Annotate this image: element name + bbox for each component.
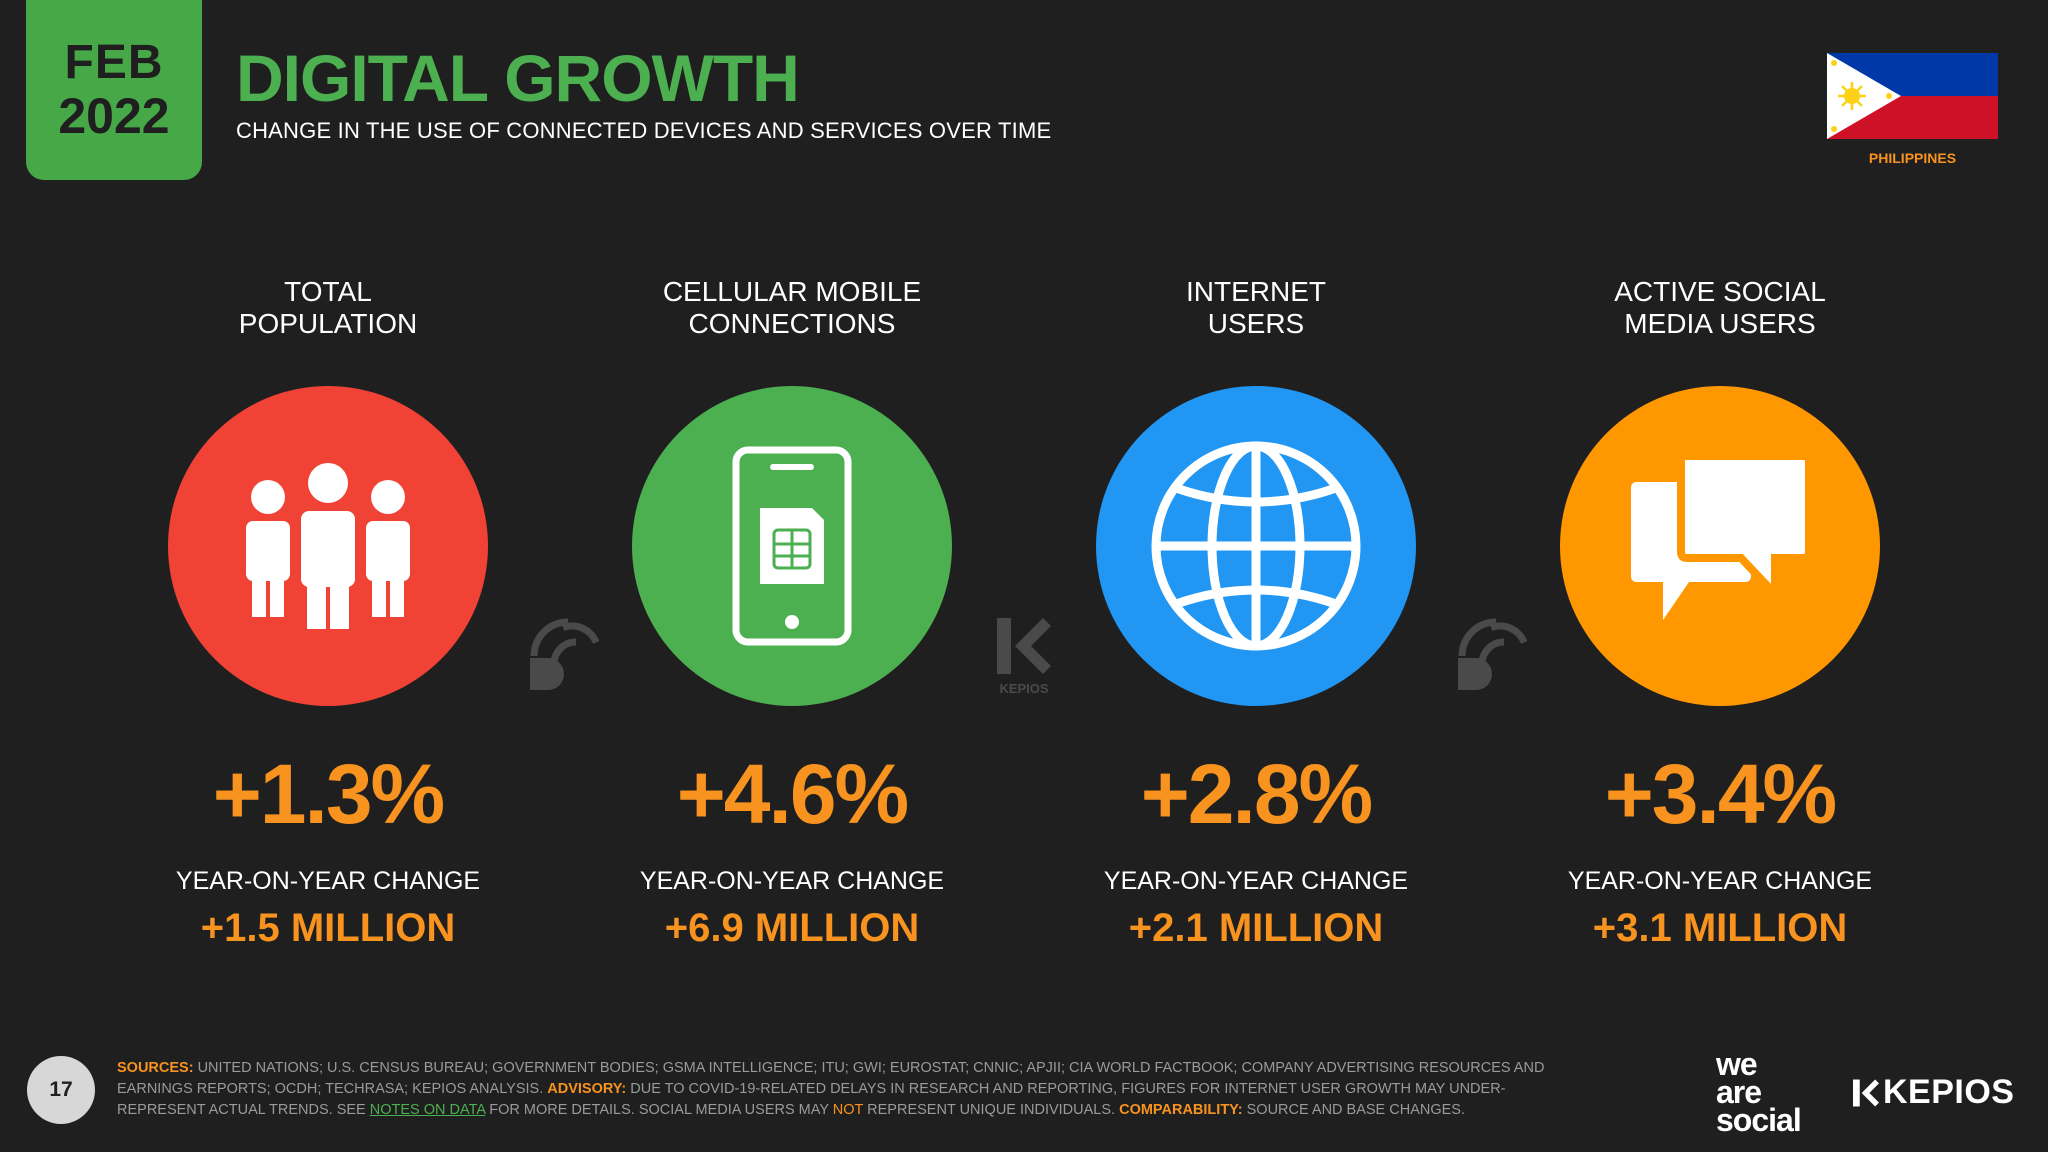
kepios-watermark-label: KEPIOS: [999, 681, 1049, 696]
kepios-logo-text: KEPIOS: [1883, 1073, 2015, 1111]
logo-line1: we: [1716, 1046, 1758, 1082]
stat-icon-circle: [1096, 386, 1416, 706]
advisory-text: DUE TO COVID-19-RELATED DELAYS IN RESEAR…: [117, 1081, 1506, 1118]
page-title: DIGITAL GROWTH: [236, 41, 800, 115]
stat-label-line1: TOTAL: [284, 276, 372, 307]
people-icon: [246, 463, 410, 629]
stat-label-line1: ACTIVE SOCIAL: [1614, 276, 1826, 307]
not-word: NOT: [832, 1102, 864, 1118]
page-subtitle: CHANGE IN THE USE OF CONNECTED DEVICES A…: [236, 118, 1052, 143]
chat-bubbles-icon: [1631, 456, 1813, 620]
stat-icon-circle: [632, 386, 952, 706]
stat-icon-circle: [1560, 386, 1880, 706]
stat-label-line2: CONNECTIONS: [688, 308, 896, 339]
date-year: 2022: [58, 88, 170, 144]
advisory-label: ADVISORY:: [547, 1081, 627, 1097]
stat-yoy-label: YEAR-ON-YEAR CHANGE: [639, 867, 945, 895]
stat-cellular-mobile: CELLULAR MOBILE CONNECTIONS +4.6% YEAR-O…: [612, 270, 972, 951]
stat-absolute: +1.5 MILLION: [200, 906, 456, 950]
stat-percent: +2.8%: [1140, 747, 1374, 841]
globe-icon: [1151, 441, 1361, 651]
stat-label-line2: POPULATION: [238, 308, 418, 339]
stat-absolute: +3.1 MILLION: [1592, 906, 1848, 950]
advisory-text-3: REPRESENT UNIQUE INDIVIDUALS.: [863, 1102, 1120, 1118]
stat-label-line2: MEDIA USERS: [1624, 308, 1816, 339]
stat-total-population: TOTAL POPULATION +1.3% YEAR-ON-YEAR CHAN…: [148, 270, 508, 951]
stat-label: TOTAL POPULATION: [148, 270, 508, 340]
stat-internet-users: INTERNET USERS +2.8% YEAR-ON-YEAR CHANGE…: [1076, 270, 1436, 951]
stat-social-media-users: ACTIVE SOCIAL MEDIA USERS +3.4% YEAR-ON-…: [1540, 270, 1900, 951]
page-number: 17: [27, 1056, 95, 1124]
stat-label-line2: USERS: [1207, 308, 1305, 339]
datareportal-watermark-icon: [530, 618, 602, 690]
stat-label-line1: INTERNET: [1186, 276, 1326, 307]
comparability-text: SOURCE AND BASE CHANGES.: [1242, 1102, 1465, 1118]
logo-line3: social: [1716, 1102, 1802, 1138]
stat-label: ACTIVE SOCIAL MEDIA USERS: [1540, 270, 1900, 340]
notes-on-data-link[interactable]: NOTES ON DATA: [369, 1102, 486, 1118]
comparability-label: COMPARABILITY:: [1119, 1102, 1243, 1118]
stat-icon-circle: [168, 386, 488, 706]
stat-label-line1: CELLULAR MOBILE: [662, 276, 922, 307]
stat-absolute: +2.1 MILLION: [1128, 906, 1384, 950]
kepios-logo: KEPIOS: [1853, 1073, 2014, 1112]
stat-percent: +1.3%: [212, 747, 446, 841]
kepios-logo-icon: [1853, 1079, 1879, 1106]
datareportal-watermark-icon: [1458, 618, 1530, 690]
stat-percent: +3.4%: [1604, 747, 1838, 841]
date-badge: FEB 2022: [26, 0, 202, 180]
advisory-text-2: FOR MORE DETAILS. SOCIAL MEDIA USERS MAY: [485, 1102, 833, 1118]
stat-label: CELLULAR MOBILE CONNECTIONS: [612, 270, 972, 340]
sources-label: SOURCES:: [117, 1060, 194, 1076]
stat-label: INTERNET USERS: [1076, 270, 1436, 340]
kepios-watermark: KEPIOS: [994, 618, 1054, 696]
stat-absolute: +6.9 MILLION: [664, 906, 920, 950]
stat-percent: +4.6%: [676, 747, 910, 841]
we-are-social-logo: we are social: [1716, 1046, 1802, 1138]
stat-yoy-label: YEAR-ON-YEAR CHANGE: [1567, 867, 1873, 895]
sources-text: UNITED NATIONS; U.S. CENSUS BUREAU; GOVE…: [117, 1060, 1545, 1097]
stat-yoy-label: YEAR-ON-YEAR CHANGE: [1103, 867, 1409, 895]
logo-line2: are: [1716, 1074, 1762, 1110]
country-label: PHILIPPINES: [1868, 150, 1957, 166]
date-month: FEB: [64, 36, 164, 89]
footnote: SOURCES: UNITED NATIONS; U.S. CENSUS BUR…: [117, 1058, 1567, 1121]
mobile-sim-icon: [732, 446, 852, 646]
philippines-flag-icon: [1827, 53, 1998, 139]
stat-yoy-label: YEAR-ON-YEAR CHANGE: [175, 867, 481, 895]
kepios-watermark-icon: [997, 618, 1051, 674]
